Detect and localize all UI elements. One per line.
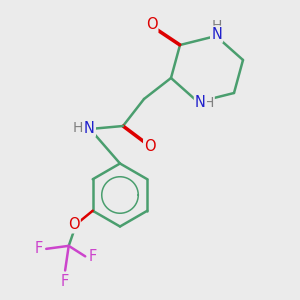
Text: O: O [68,217,80,232]
Text: F: F [88,249,97,264]
Text: O: O [146,17,157,32]
Text: F: F [61,274,69,289]
Text: N: N [211,27,222,42]
Text: O: O [144,140,156,154]
Text: N: N [195,95,206,110]
Text: H: H [212,20,222,33]
Text: H: H [203,96,214,110]
Text: F: F [35,241,43,256]
Text: N: N [84,121,95,136]
Text: H: H [72,122,83,135]
